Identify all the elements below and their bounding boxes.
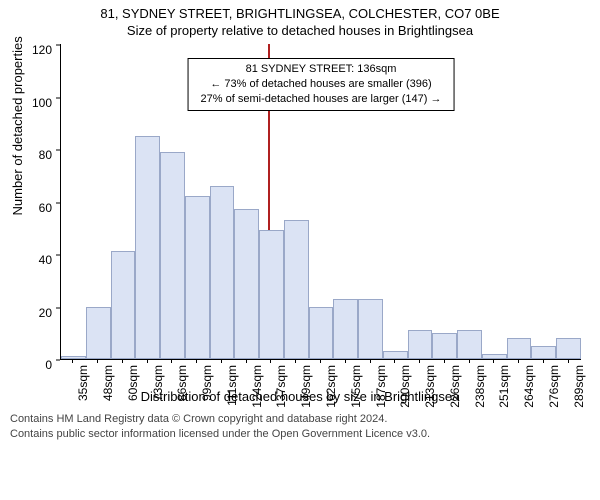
x-axis-label: Distribution of detached houses by size … bbox=[0, 389, 600, 404]
histogram-bar bbox=[135, 136, 160, 359]
histogram-bar bbox=[284, 220, 309, 359]
x-tick-mark bbox=[196, 359, 197, 363]
x-tick-mark bbox=[320, 359, 321, 363]
x-tick-mark bbox=[518, 359, 519, 363]
x-tick-mark bbox=[543, 359, 544, 363]
histogram-bar bbox=[234, 209, 259, 359]
footer-line-1: Contains HM Land Registry data © Crown c… bbox=[10, 412, 592, 427]
x-tick-mark bbox=[221, 359, 222, 363]
plot-area: 81 SYDNEY STREET: 136sqm ← 73% of detach… bbox=[60, 44, 581, 360]
y-tick-label: 80 bbox=[0, 148, 52, 162]
histogram-bar bbox=[160, 152, 185, 359]
histogram-bar bbox=[61, 356, 86, 359]
histogram-bar bbox=[457, 330, 482, 359]
y-tick-label: 100 bbox=[0, 96, 52, 110]
plot-wrapper: Number of detached properties 0 20 40 60 80 1… bbox=[0, 38, 600, 408]
histogram-bar bbox=[333, 299, 358, 359]
x-tick-mark bbox=[72, 359, 73, 363]
x-tick-mark bbox=[97, 359, 98, 363]
x-tick-mark bbox=[246, 359, 247, 363]
histogram-bar bbox=[383, 351, 408, 359]
y-tick-label: 0 bbox=[0, 358, 52, 372]
y-tick-label: 60 bbox=[0, 201, 52, 215]
y-tick-label: 40 bbox=[0, 253, 52, 267]
x-tick-mark bbox=[345, 359, 346, 363]
x-tick-mark bbox=[171, 359, 172, 363]
histogram-bar bbox=[185, 196, 210, 359]
title-subtitle: Size of property relative to detached ho… bbox=[0, 23, 600, 38]
footer-line-2: Contains public sector information licen… bbox=[10, 427, 592, 442]
histogram-bar bbox=[111, 251, 136, 359]
histogram-bar bbox=[86, 307, 111, 360]
annotation-line-2: ← 73% of detached houses are smaller (39… bbox=[201, 77, 442, 92]
annotation-line-3: 27% of semi-detached houses are larger (… bbox=[201, 92, 442, 107]
histogram-bar bbox=[259, 230, 284, 359]
title-address: 81, SYDNEY STREET, BRIGHTLINGSEA, COLCHE… bbox=[0, 6, 600, 21]
histogram-bar bbox=[358, 299, 383, 359]
histogram-bar bbox=[408, 330, 433, 359]
histogram-bar bbox=[556, 338, 581, 359]
x-tick-mark bbox=[469, 359, 470, 363]
x-tick-mark bbox=[147, 359, 148, 363]
footer-attribution: Contains HM Land Registry data © Crown c… bbox=[0, 408, 600, 448]
x-tick-mark bbox=[493, 359, 494, 363]
histogram-bar bbox=[432, 333, 457, 359]
x-tick-mark bbox=[295, 359, 296, 363]
y-tick-label: 20 bbox=[0, 306, 52, 320]
annotation-box: 81 SYDNEY STREET: 136sqm ← 73% of detach… bbox=[188, 58, 455, 111]
histogram-bar bbox=[309, 307, 334, 360]
histogram-bar bbox=[507, 338, 532, 359]
x-tick-mark bbox=[270, 359, 271, 363]
annotation-line-1: 81 SYDNEY STREET: 136sqm bbox=[201, 62, 442, 77]
y-tick-label: 120 bbox=[0, 43, 52, 57]
x-tick-mark bbox=[444, 359, 445, 363]
y-axis-label: Number of detached properties bbox=[10, 36, 25, 215]
histogram-bar bbox=[210, 186, 235, 359]
x-tick-mark bbox=[122, 359, 123, 363]
x-tick-mark bbox=[370, 359, 371, 363]
x-tick-mark bbox=[568, 359, 569, 363]
x-tick-mark bbox=[419, 359, 420, 363]
chart-titles: 81, SYDNEY STREET, BRIGHTLINGSEA, COLCHE… bbox=[0, 0, 600, 38]
x-tick-mark bbox=[394, 359, 395, 363]
histogram-bar bbox=[531, 346, 556, 359]
